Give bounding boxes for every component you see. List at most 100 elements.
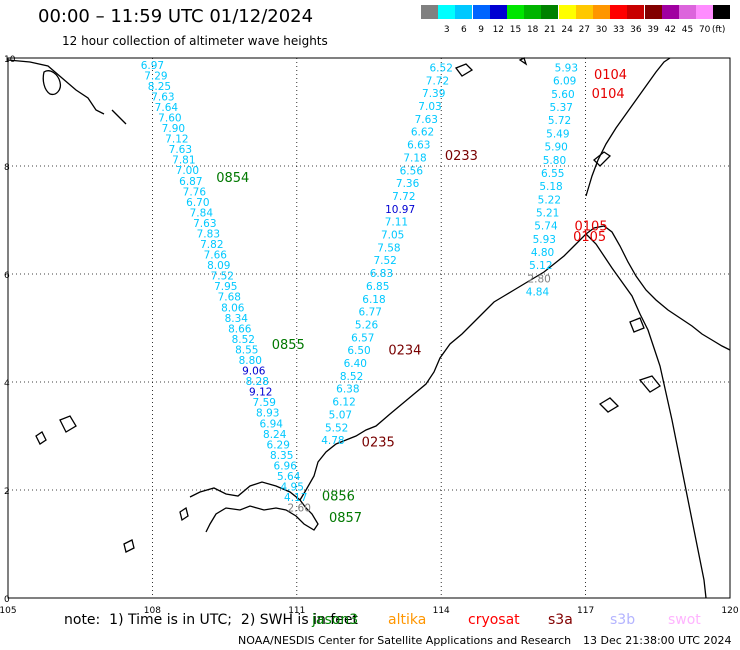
wave-height-value: 7.63	[151, 91, 174, 103]
coastline	[7, 57, 731, 599]
wave-height-value: 8.24	[263, 429, 287, 441]
wave-height-tracks: 6.977.298.257.637.647.607.907.127.637.81…	[141, 60, 578, 515]
x-tick-label: 117	[577, 606, 594, 616]
wave-height-value: 7.60	[158, 113, 181, 125]
y-tick-label: 4	[4, 379, 10, 389]
coast-palawan	[585, 57, 671, 197]
wave-height-value: 7.63	[169, 144, 192, 156]
wave-height-value: 7.95	[214, 281, 237, 293]
legend-label: 70	[698, 25, 711, 35]
legend-swatch	[575, 5, 593, 19]
legend-label: 24	[561, 25, 573, 35]
wave-height-value: 5.64	[277, 471, 301, 483]
wave-height-value: 6.56	[400, 165, 424, 177]
wave-height-value: 8.35	[270, 450, 293, 462]
pass-time-label: 0856	[322, 489, 355, 504]
legend-label: 15	[509, 25, 522, 35]
coast-sulu-islands	[638, 375, 661, 393]
pass-time-labels: 0854 0855 0856 0857 0233 0234 0235 0104 0104 0105…	[216, 68, 627, 526]
footer-timestamp: 13 Dec 21:38:00 UTC 2024	[583, 634, 732, 647]
legend-swatch	[438, 5, 456, 19]
wave-height-value: 10.97	[385, 204, 415, 216]
wave-height-value: 6.12	[332, 397, 355, 409]
wave-height-value: 5.74	[534, 221, 558, 233]
coast-indochina	[7, 59, 105, 115]
wave-height-value: 6.55	[541, 168, 564, 180]
wave-height-value: 8.80	[239, 355, 262, 367]
coast-islet-d	[629, 317, 645, 333]
legend-label: 9	[478, 25, 484, 35]
pass-time-label: 0854	[216, 171, 249, 186]
wave-height-value: 8.09	[207, 260, 230, 272]
y-tick-label: 10	[4, 55, 16, 65]
legend-label: 30	[595, 25, 608, 35]
wave-height-value: 4.95	[281, 482, 304, 494]
wave-height-value: 9.12	[249, 387, 272, 399]
wave-height-value: 6.09	[553, 76, 576, 88]
footer-note: note: 1) Time is in UTC; 2) SWH is in fe…	[64, 612, 358, 628]
coast-bay-island	[42, 70, 62, 96]
legend-swatch	[558, 5, 576, 19]
wave-height-value: 5.22	[538, 194, 561, 206]
wave-height-value: 5.18	[539, 181, 562, 193]
wave-height-value: 7.58	[377, 242, 400, 254]
wave-height-value: 8.93	[256, 408, 279, 420]
legend-swatch	[524, 5, 542, 19]
wave-height-value: 7.05	[381, 230, 404, 242]
wave-height-value: 6.94	[260, 418, 284, 430]
legend-swatch	[541, 5, 559, 19]
wave-height-value: 7.83	[197, 228, 220, 240]
legend-swatch	[472, 5, 490, 19]
wave-height-value: 5.72	[548, 115, 571, 127]
wave-height-value: 7.63	[415, 114, 438, 126]
wave-height-value: 6.38	[336, 384, 359, 396]
wave-height-value: 7.12	[165, 134, 188, 146]
wave-height-value: 7.29	[144, 70, 167, 82]
legend-swatch	[489, 5, 507, 19]
legend-swatch	[627, 5, 645, 19]
wave-height-value: 7.68	[218, 292, 241, 304]
wave-height-value: 9.06	[242, 366, 266, 378]
axis-tick-labels: 105 108 111 114 117 120 0 2 4 6 8 10	[0, 55, 739, 616]
legend-swatch	[610, 5, 628, 19]
wave-height-value: 7.39	[422, 88, 445, 100]
coast-borneo-east	[585, 233, 707, 599]
pass-time-label: 0857	[329, 511, 362, 526]
legend-label: 27	[578, 25, 591, 35]
legend-swatch	[713, 5, 731, 19]
y-tick-label: 0	[4, 595, 10, 605]
legend-label: 12	[492, 25, 505, 35]
wave-height-value: 8.52	[232, 334, 255, 346]
legend-label: 36	[630, 25, 642, 35]
wave-height-value: 6.77	[359, 307, 382, 319]
wave-height-value: 4.17	[284, 492, 307, 504]
wave-height-value: 6.96	[274, 460, 298, 472]
wave-height-value: 7.03	[418, 101, 441, 113]
wave-height-value: 7.00	[176, 165, 199, 177]
pass-time-label: 0233	[445, 149, 478, 164]
wave-height-value: 7.63	[193, 218, 216, 230]
wave-height-value: 8.66	[228, 323, 252, 335]
wave-height-value: 7.81	[172, 155, 195, 167]
coast-banggi	[598, 397, 620, 413]
legend-label: 6	[461, 25, 467, 35]
wave-height-value: 5.52	[325, 422, 348, 434]
x-tick-label: 108	[144, 606, 161, 616]
legend-swatch	[696, 5, 714, 19]
wave-height-value: 5.26	[355, 319, 379, 331]
wave-height-value: 5.49	[546, 128, 569, 140]
legend-label: 39	[647, 25, 659, 35]
legend-swatch	[507, 5, 524, 19]
wave-height-value: 8.52	[340, 371, 363, 383]
legend-label: 21	[544, 25, 556, 35]
wave-height-value: 2.80	[527, 273, 550, 285]
pass-time-label: 0105	[575, 219, 608, 234]
wave-height-value: 7.59	[253, 397, 276, 409]
wave-height-value: 7.90	[162, 123, 185, 135]
y-tick-label: 2	[4, 487, 10, 497]
wave-height-value: 5.90	[544, 142, 567, 154]
wave-height-value: 6.40	[344, 358, 367, 370]
legend-label: 33	[612, 25, 625, 35]
legend-label: 3	[443, 25, 450, 35]
